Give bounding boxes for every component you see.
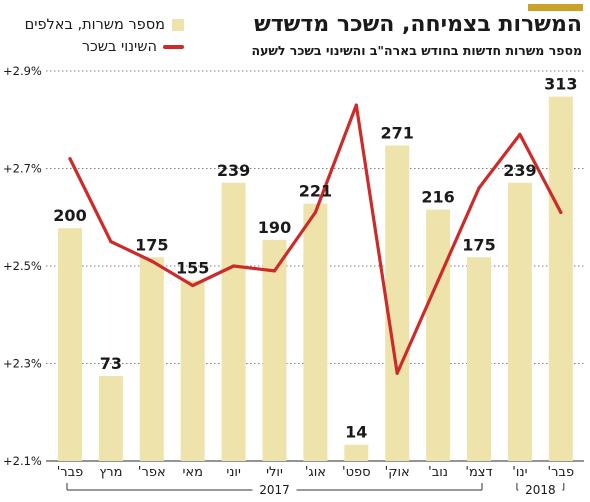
bar-value-label: 216 <box>421 188 454 207</box>
line-point <box>150 259 154 263</box>
x-category-label: נוב' <box>428 465 448 480</box>
bar-value-label: 175 <box>462 235 495 254</box>
line-point <box>395 371 399 375</box>
bar-value-label: 271 <box>380 124 413 143</box>
legend-line-label: השינוי בשכר <box>81 39 157 55</box>
bar-value-label: 73 <box>100 354 122 373</box>
accent-bar <box>528 4 583 11</box>
legend-item-bars: מספר משרות, באלפים <box>8 14 184 36</box>
line-point <box>272 269 277 273</box>
line-point <box>109 240 113 244</box>
line-point <box>477 186 481 190</box>
x-category-label: מאי <box>182 465 202 480</box>
bar-value-label: 313 <box>544 75 577 94</box>
line-point <box>68 157 72 161</box>
line-point <box>436 279 440 283</box>
y-tick-label: +2.7% <box>3 162 42 176</box>
bar-value-label: 239 <box>217 161 250 180</box>
bar <box>221 182 246 461</box>
x-category-label: פבר' <box>548 465 575 480</box>
line-point <box>232 264 236 268</box>
y-tick-label: +2.5% <box>3 259 42 273</box>
bar <box>303 203 328 461</box>
legend-item-line: השינוי בשכר <box>8 36 184 58</box>
x-category-label: אפר' <box>138 465 166 480</box>
bar <box>58 228 82 461</box>
y-tick-label: +2.9% <box>3 64 42 78</box>
year-label: 2017 <box>259 483 290 497</box>
line-point <box>191 283 195 288</box>
bar <box>98 376 123 461</box>
bar <box>180 280 205 461</box>
y-tick-label: +2.3% <box>3 357 42 371</box>
bar <box>262 239 287 461</box>
x-category-label: ספט' <box>342 465 371 480</box>
year-label: 2018 <box>525 483 556 497</box>
chart-subtitle: מספר משרות חדשות בחודש בארה"ב והשינוי בש… <box>251 43 582 58</box>
legend-bars-label: מספר משרות, באלפים <box>24 17 165 33</box>
legend: מספר משרות, באלפים השינוי בשכר <box>8 14 184 58</box>
x-category-label: ינו' <box>512 465 527 480</box>
bar <box>426 209 451 461</box>
x-category-label: יוני <box>226 465 241 480</box>
legend-bars-swatch <box>172 19 184 31</box>
chart-title: המשרות בצמיחה, השכר מדשדש <box>254 12 582 37</box>
legend-line-swatch <box>163 45 184 49</box>
bar-value-label: 14 <box>345 423 367 442</box>
y-tick-label: +2.1% <box>3 454 42 468</box>
x-category-label: דצמ' <box>465 465 492 480</box>
x-category-label: אוק' <box>385 465 410 480</box>
bar <box>344 444 369 461</box>
x-category-label: יולי <box>266 465 283 480</box>
bar-value-label: 221 <box>299 182 332 201</box>
x-category-label: מרץ <box>99 465 122 480</box>
bar-value-label: 175 <box>135 235 168 254</box>
bar-value-label: 200 <box>53 206 86 225</box>
bar-value-label: 239 <box>503 161 536 180</box>
line-point <box>518 132 522 136</box>
line-point <box>559 210 563 214</box>
bar <box>548 96 573 461</box>
line-point <box>313 210 317 214</box>
bar <box>467 257 491 461</box>
bar-value-label: 155 <box>176 259 209 278</box>
bar <box>385 145 410 462</box>
line-point <box>354 103 358 107</box>
x-category-label: פבר' <box>57 465 84 480</box>
bar <box>139 257 164 461</box>
bar-value-label: 190 <box>258 218 291 237</box>
x-category-label: אוג' <box>305 465 326 480</box>
bar <box>507 182 532 461</box>
